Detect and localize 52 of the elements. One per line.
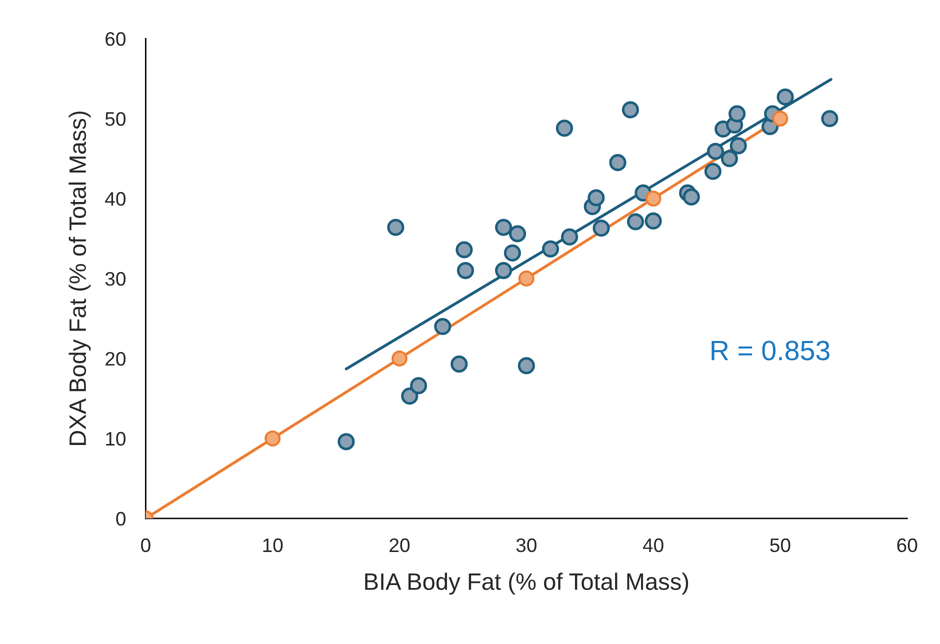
point xyxy=(518,270,534,287)
point xyxy=(609,154,626,172)
point xyxy=(592,220,610,237)
x-axis-title: BIA Body Fat (% of Total Mass) xyxy=(365,572,688,595)
y-tick-label: 20 xyxy=(106,352,126,366)
point xyxy=(645,190,662,207)
point xyxy=(434,318,452,336)
y-tick-label: 50 xyxy=(105,112,126,126)
y-tick-label: 30 xyxy=(105,272,126,286)
point xyxy=(556,120,574,137)
point xyxy=(720,150,738,168)
y-tick-label: 10 xyxy=(106,432,126,446)
point xyxy=(542,240,560,258)
point xyxy=(504,244,521,262)
x-tick-label: 20 xyxy=(390,538,410,552)
point xyxy=(776,88,794,106)
point xyxy=(264,430,281,446)
x-tick-label: 30 xyxy=(516,538,536,552)
x-tick-label: 40 xyxy=(642,538,664,552)
y-tick-label: 60 xyxy=(106,32,126,46)
point xyxy=(410,377,428,394)
point xyxy=(456,262,474,280)
point xyxy=(508,225,526,242)
point xyxy=(730,137,747,154)
y-tick-label: 0 xyxy=(116,512,126,526)
point xyxy=(387,218,404,236)
point xyxy=(644,212,662,230)
point xyxy=(401,388,418,405)
x-tick-label: 50 xyxy=(770,538,790,552)
point xyxy=(450,356,468,373)
point xyxy=(561,228,578,246)
x-tick-label: 60 xyxy=(897,538,918,552)
point xyxy=(622,101,639,118)
point xyxy=(821,110,838,128)
point xyxy=(706,142,724,160)
point xyxy=(338,433,355,450)
y-tick-label: 40 xyxy=(105,192,126,206)
point xyxy=(392,350,408,366)
point xyxy=(518,357,535,374)
point xyxy=(588,189,605,206)
point xyxy=(728,105,746,122)
y-axis-title: DXA Body Fat (% of Total Mass) xyxy=(68,112,91,445)
point xyxy=(495,218,512,236)
point xyxy=(495,262,512,280)
point xyxy=(456,241,473,258)
x-tick-label: 10 xyxy=(263,538,283,552)
point xyxy=(772,110,788,127)
point xyxy=(627,213,644,230)
annotation: R = 0.853 xyxy=(712,340,830,360)
x-tick-label: 0 xyxy=(141,538,150,552)
point xyxy=(682,188,700,206)
point xyxy=(704,162,722,180)
